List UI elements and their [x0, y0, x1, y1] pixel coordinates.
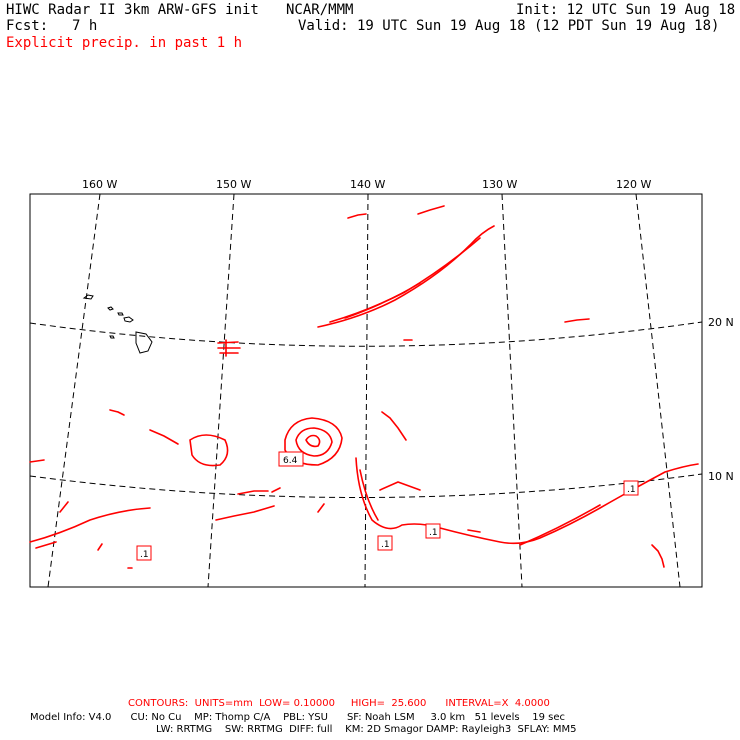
- contour-label-east: .1: [627, 485, 636, 495]
- field-description: Explicit precip. in past 1 h: [6, 35, 243, 51]
- meridian-130w: [501, 193, 523, 588]
- contour-box-south1: [377, 535, 393, 551]
- contour-info: CONTOURS: UNITS=mm LOW= 0.10000 HIGH= 25…: [128, 698, 550, 709]
- forecast-hour: 7 h: [72, 18, 98, 34]
- precip-north-band: [317, 225, 495, 328]
- meridian-120w: [635, 193, 681, 588]
- meridian-lines: [47, 193, 681, 588]
- contour-label-south2: .1: [429, 528, 438, 538]
- contour-box-sw: [136, 545, 152, 561]
- lon-label-150w: 150 W: [216, 178, 251, 191]
- lon-label-130w: 130 W: [482, 178, 517, 191]
- model-info-line2: LW: RRTMG SW: RRTMG DIFF: full KM: 2D Sm…: [156, 724, 577, 735]
- forecast-label: Fcst:: [6, 18, 49, 34]
- contour-box-south2: [425, 523, 441, 539]
- lon-label-140w: 140 W: [350, 178, 385, 191]
- contour-label-hurricane: 6.4: [283, 456, 298, 466]
- contour-label-south1: .1: [381, 540, 390, 550]
- model-info-line1: Model Info: V4.0 CU: No Cu MP: Thomp C/A…: [30, 712, 566, 723]
- center-label: NCAR/MMM: [286, 2, 354, 18]
- lon-label-120w: 120 W: [616, 178, 651, 191]
- valid-time: Valid: 19 UTC Sun 19 Aug 18 (12 PDT Sun …: [298, 18, 720, 34]
- meridian-140w: [364, 193, 369, 588]
- meridian-150w: [207, 193, 235, 588]
- contour-label-sw: .1: [140, 550, 149, 560]
- parallel-20n: [29, 321, 703, 347]
- parallel-10n: [29, 473, 703, 499]
- precip-south-band: [355, 457, 699, 545]
- parallel-lines: [29, 321, 703, 499]
- map-frame: [29, 193, 703, 588]
- lon-label-160w: 160 W: [82, 178, 117, 191]
- meridian-160w: [47, 193, 101, 588]
- contour-labels: 6.4 .1 .1 .1 .1: [136, 451, 639, 561]
- hawaii-islands: [82, 294, 153, 354]
- lat-label-10n: 10 N: [708, 470, 734, 483]
- lat-label-20n: 20 N: [708, 316, 734, 329]
- contour-box-east: [623, 480, 639, 496]
- contour-box-hurricane: [278, 451, 304, 467]
- plot-title: HIWC Radar II 3km ARW-GFS init: [6, 2, 259, 18]
- precip-areas: [29, 205, 699, 569]
- init-time: Init: 12 UTC Sun 19 Aug 18: [516, 2, 736, 18]
